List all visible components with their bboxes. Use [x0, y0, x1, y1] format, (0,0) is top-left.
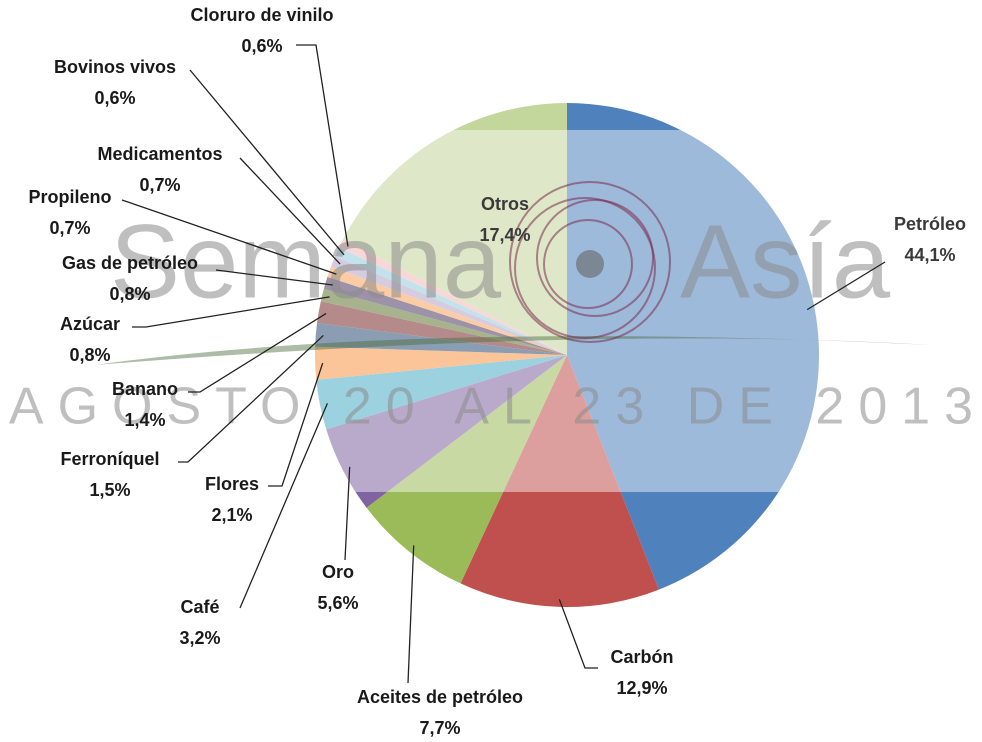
- leader-line: [408, 545, 414, 683]
- value-label: 17,4%: [479, 225, 530, 245]
- value-label: 2,1%: [211, 505, 252, 525]
- value-label: 0,8%: [109, 284, 150, 304]
- watermark-title: Asía: [680, 204, 891, 321]
- category-label: Flores: [205, 474, 259, 494]
- category-label: Otros: [481, 194, 529, 214]
- category-label: Gas de petróleo: [62, 253, 198, 273]
- category-label: Cloruro de vinilo: [190, 5, 333, 25]
- value-label: 7,7%: [419, 718, 460, 738]
- chart: Semana Asía AGOSTO 20 AL 23 DE 2013 Petr…: [0, 0, 982, 742]
- category-label: Ferroníquel: [60, 449, 159, 469]
- value-label: 1,4%: [124, 410, 165, 430]
- watermark-dot: [576, 250, 604, 278]
- category-label: Medicamentos: [97, 144, 222, 164]
- category-label: Aceites de petróleo: [357, 687, 523, 707]
- value-label: 0,8%: [69, 345, 110, 365]
- value-label: 1,5%: [89, 480, 130, 500]
- category-label: Banano: [112, 379, 178, 399]
- value-label: 44,1%: [904, 245, 955, 265]
- category-label: Café: [180, 597, 219, 617]
- category-label: Carbón: [611, 647, 674, 667]
- category-label: Propileno: [28, 187, 111, 207]
- value-label: 0,7%: [139, 175, 180, 195]
- category-label: Azúcar: [60, 314, 120, 334]
- value-label: 0,7%: [49, 218, 90, 238]
- value-label: 5,6%: [317, 593, 358, 613]
- category-label: Oro: [322, 562, 354, 582]
- value-label: 3,2%: [179, 628, 220, 648]
- value-label: 0,6%: [94, 88, 135, 108]
- value-label: 0,6%: [241, 36, 282, 56]
- category-label: Bovinos vivos: [54, 57, 176, 77]
- category-label: Petróleo: [894, 214, 966, 234]
- value-label: 12,9%: [616, 678, 667, 698]
- leader-line: [559, 599, 598, 668]
